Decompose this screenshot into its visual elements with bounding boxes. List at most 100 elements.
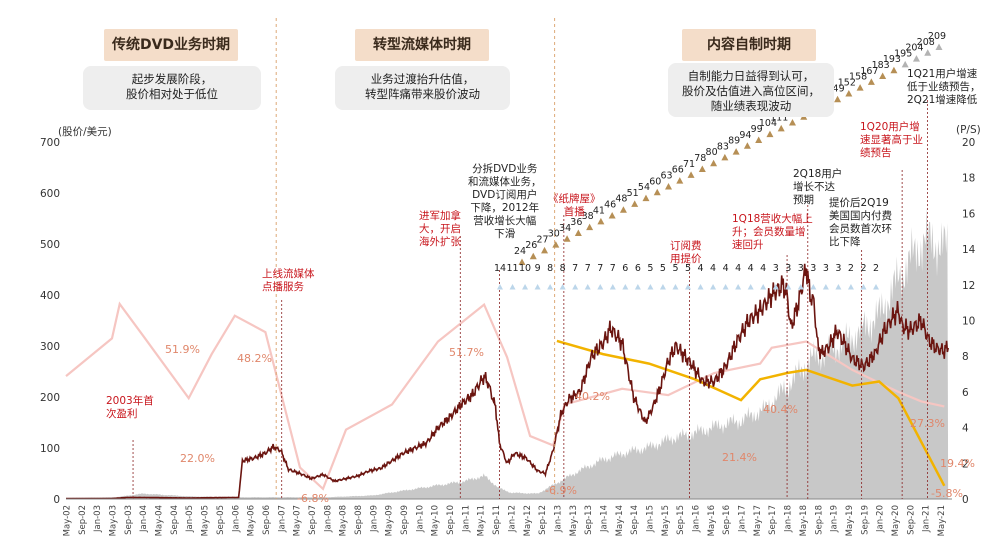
- annotation-line: 次盈利: [106, 408, 138, 420]
- annotation-line: 会员数首次环: [829, 223, 892, 235]
- gold-triangle-label: 48: [615, 194, 627, 205]
- annotation-q2-2018: 2Q18用户 增长不达 预期: [793, 168, 842, 207]
- x-tick-group: May-21: [937, 505, 947, 536]
- x-tick-label: Jan-10: [415, 505, 425, 533]
- annotation-q1-2020: 1Q20用户增 速显著高于业 绩预告: [860, 121, 923, 160]
- x-tick-label: Sep-17: [768, 505, 778, 535]
- growth-label: -6.9%: [545, 484, 577, 497]
- x-tick-group: Jan-12: [507, 505, 517, 533]
- annotation-line: 点播服务: [262, 281, 304, 293]
- gray-triangle-label: 4: [735, 263, 741, 274]
- right-tick-label: 4: [962, 423, 969, 435]
- x-tick-group: May-18: [799, 505, 809, 536]
- annotation-line: 低于业绩预告，: [907, 81, 981, 93]
- x-tick-label: Sep-18: [814, 505, 824, 535]
- gold-triangle-label: 204: [905, 43, 923, 54]
- x-tick-label: Sep-19: [860, 505, 870, 535]
- annotation-line: 1Q21用户增速: [907, 68, 978, 80]
- x-tick-group: Jan-13: [553, 505, 563, 533]
- annotation-house-of-cards: 《纸牌屋》 首播: [548, 193, 601, 219]
- annotation-line: 1Q20用户增: [860, 121, 920, 133]
- annotation-line: 进军加拿: [419, 210, 461, 222]
- gold-triangle-label: 36: [570, 217, 582, 228]
- gold-triangle-label: 41: [593, 205, 605, 216]
- gold-triangle-label: 71: [683, 159, 695, 170]
- gold-triangle-label: 27: [536, 234, 548, 245]
- gray-triangle-label: 3: [823, 263, 829, 274]
- x-tick-group: May-14: [615, 505, 625, 536]
- gold-triangle-marker: [541, 246, 549, 254]
- gray-triangle-label: 4: [698, 263, 704, 274]
- gray-triangle-label: 3: [810, 263, 816, 274]
- x-tick-label: Sep-09: [400, 505, 410, 535]
- x-tick-label: Sep-08: [354, 505, 364, 535]
- gold-triangle-label: 66: [672, 165, 684, 176]
- x-tick-group: Sep-16: [722, 505, 732, 535]
- gold-triangle-label: 208: [917, 37, 935, 48]
- blue-triangle-marker: [584, 284, 591, 290]
- gray-triangle-label: 7: [610, 263, 616, 274]
- x-tick-label: Jan-09: [369, 505, 379, 533]
- pink-growth-line: [65, 301, 945, 491]
- x-tick-group: Sep-09: [400, 505, 410, 535]
- x-tick-label: May-11: [477, 505, 487, 536]
- annotation-line: 和流媒体业务，: [468, 176, 542, 188]
- gold-triangle-marker: [766, 130, 774, 138]
- blue-triangle-marker: [710, 284, 717, 290]
- x-tick-label: Jan-12: [507, 505, 517, 533]
- x-tick-group: Jan-16: [692, 505, 702, 533]
- left-tick-label: 200: [40, 392, 60, 404]
- x-tick-label: Sep-02: [78, 505, 88, 535]
- annotation-line: 速回升: [732, 239, 764, 251]
- right-tick-label: 10: [962, 316, 975, 328]
- x-tick-group: May-20: [891, 505, 901, 536]
- gold-triangle-marker: [574, 229, 582, 236]
- left-tick-label: 300: [40, 341, 60, 353]
- annotation-intl-expansion: 进军加拿 大，开启 海外扩张: [419, 210, 461, 249]
- x-tick-label: May-13: [569, 505, 579, 536]
- gold-triangle-marker: [529, 252, 537, 260]
- x-tick-label: Jan-20: [876, 505, 886, 533]
- x-tick-group: May-09: [385, 505, 395, 536]
- right-tick-label: 14: [962, 244, 976, 256]
- growth-label: 51.7%: [449, 346, 484, 359]
- gray-triangle-label: 5: [685, 263, 691, 274]
- x-tick-group: May-11: [477, 505, 487, 536]
- growth-label: 40.2%: [575, 390, 610, 403]
- gray-triangle-label: 8: [560, 263, 566, 274]
- annotation-line: 《纸牌屋》: [548, 193, 601, 205]
- gray-triangle-label: 5: [672, 263, 678, 274]
- x-tick-label: Jan-05: [185, 505, 195, 533]
- annotation-line: 用提价: [670, 253, 702, 265]
- x-tick-group: Jan-19: [830, 505, 840, 533]
- x-tick-group: May-05: [201, 505, 211, 536]
- x-tick-label: Sep-16: [722, 505, 732, 535]
- annotation-first-profit: 2003年首 次盈利: [106, 395, 154, 421]
- right-tick-label: 20: [962, 137, 975, 149]
- x-tick-group: May-04: [155, 505, 165, 536]
- x-tick-label: May-21: [937, 505, 947, 536]
- x-tick-label: May-14: [615, 505, 625, 536]
- annotation-line: 比下降: [829, 236, 861, 248]
- phase-desc-line: 随业绩表现波动: [710, 99, 792, 113]
- gold-triangle-label: 46: [604, 200, 616, 211]
- gold-triangle-label: 89: [728, 136, 740, 147]
- growth-label: 40.4%: [763, 403, 798, 416]
- gold-triangle-marker: [653, 188, 661, 196]
- x-tick-label: Sep-06: [262, 505, 272, 535]
- gold-triangle-marker: [924, 49, 932, 56]
- x-tick-group: May-10: [431, 505, 441, 536]
- gold-triangle-marker: [755, 136, 763, 143]
- x-tick-group: Jan-18: [784, 505, 794, 533]
- x-tick-group: Sep-02: [78, 505, 88, 535]
- blue-triangle-marker: [873, 284, 879, 290]
- gold-triangle-marker: [518, 258, 526, 265]
- annotation-line: 大，开启: [419, 223, 461, 235]
- x-tick-label: Jan-08: [323, 505, 333, 533]
- phase-desc-line: 起步发展阶段，: [131, 72, 213, 86]
- blue-triangle-marker: [860, 284, 867, 290]
- right-tick-label: 16: [962, 208, 976, 220]
- x-tick-group: Jan-11: [461, 505, 471, 533]
- right-axis-title: (P/S): [956, 124, 981, 136]
- x-tick-group: Sep-20: [906, 505, 916, 535]
